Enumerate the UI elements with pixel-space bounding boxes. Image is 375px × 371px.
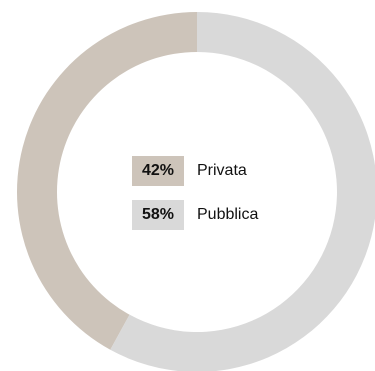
percentage-badge: 42%	[132, 156, 184, 186]
percentage-badge: 58%	[132, 200, 184, 230]
legend-label: Privata	[197, 162, 247, 179]
chart-legend: 42% Privata 58% Pubblica	[132, 156, 258, 244]
legend-label: Pubblica	[197, 206, 259, 223]
legend-item-privata: 42% Privata	[132, 156, 258, 186]
donut-slice-pubblica	[110, 12, 375, 371]
legend-item-pubblica: 58% Pubblica	[132, 200, 258, 230]
donut-slice-privata	[17, 12, 198, 350]
